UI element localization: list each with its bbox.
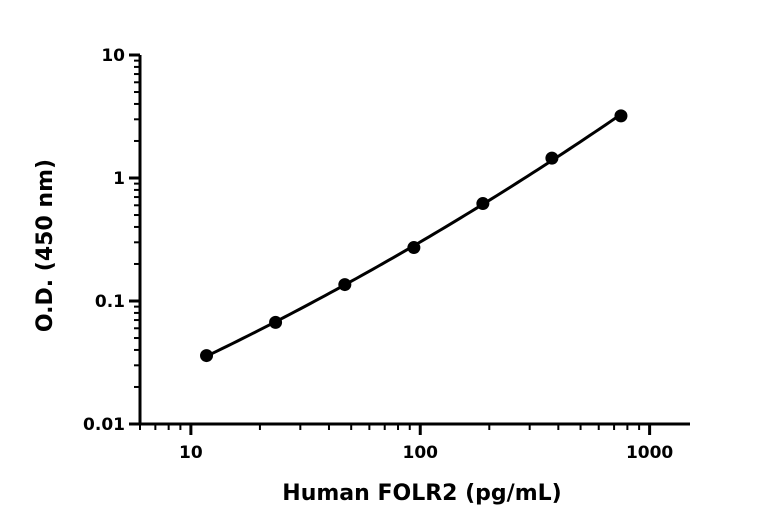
fit-curve-line [205, 113, 622, 358]
x-tick-label: 100 [402, 443, 438, 463]
y-tick-label: 0.01 [83, 415, 125, 435]
y-tick-label: 0.1 [95, 292, 125, 312]
data-point [476, 197, 490, 211]
fit-curve-layer [205, 113, 622, 358]
data-point [269, 315, 283, 329]
data-point [338, 278, 352, 292]
data-point [545, 151, 559, 165]
x-axis-title: Human FOLR2 (pg/mL) [282, 481, 561, 506]
x-tick-label: 10 [179, 443, 203, 463]
y-tick-label: 1 [113, 169, 125, 189]
x-tick-label: 1000 [626, 443, 673, 463]
data-point [407, 241, 421, 255]
y-tick-label: 10 [101, 46, 125, 66]
data-point [200, 349, 214, 363]
data-point [614, 109, 628, 123]
y-axis-title: O.D. (450 nm) [33, 159, 58, 332]
data-points-layer [200, 109, 628, 363]
axes: 0.01 0.1 1 10 10 100 1000 [83, 46, 690, 463]
